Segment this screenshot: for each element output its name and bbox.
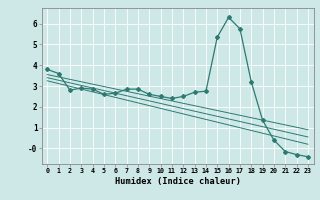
X-axis label: Humidex (Indice chaleur): Humidex (Indice chaleur) bbox=[115, 177, 241, 186]
